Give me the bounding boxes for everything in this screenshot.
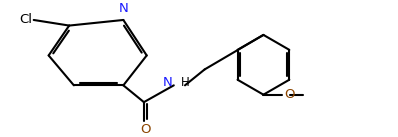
Text: O: O: [284, 88, 295, 101]
Text: H: H: [181, 76, 190, 89]
Text: O: O: [140, 123, 151, 136]
Text: N: N: [163, 76, 173, 89]
Text: Cl: Cl: [19, 13, 32, 26]
Text: N: N: [119, 2, 128, 15]
